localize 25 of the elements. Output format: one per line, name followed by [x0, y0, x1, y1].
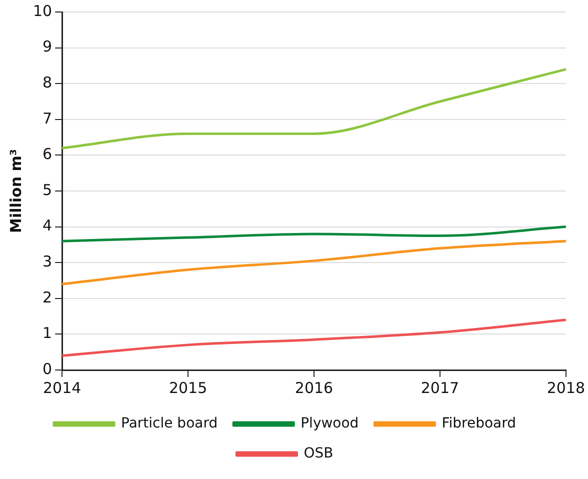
- y-tick-label: 5: [42, 180, 52, 199]
- y-tick-label: 10: [32, 2, 52, 20]
- x-tick-label: 2014: [42, 378, 82, 397]
- x-tick-label: 2017: [420, 378, 460, 397]
- y-tick-label: 4: [42, 216, 52, 235]
- y-axis-title: Million m³: [6, 149, 25, 233]
- y-tick-label: 0: [42, 360, 52, 378]
- legend-label: Plywood: [300, 416, 359, 432]
- y-tick-label: 7: [42, 109, 52, 128]
- legend-label: Fibreboard: [442, 416, 516, 432]
- legend-label: Particle board: [121, 416, 218, 432]
- line-series: [60, 226, 568, 242]
- y-tick-label: 6: [42, 145, 52, 164]
- y-tick-label: 1: [42, 324, 52, 342]
- legend-label: OSB: [304, 446, 334, 462]
- y-tick-label: 2: [42, 288, 52, 306]
- line-series: [60, 240, 568, 286]
- line-series: [60, 318, 568, 357]
- x-tick-label: 2015: [168, 378, 208, 397]
- y-tick-label: 8: [42, 73, 52, 92]
- x-tick-label: 2016: [294, 378, 334, 397]
- line-series: [60, 68, 568, 150]
- y-tick-label: 3: [42, 252, 52, 270]
- x-tick-label: 2018: [546, 378, 586, 397]
- y-tick-label: 9: [42, 38, 52, 56]
